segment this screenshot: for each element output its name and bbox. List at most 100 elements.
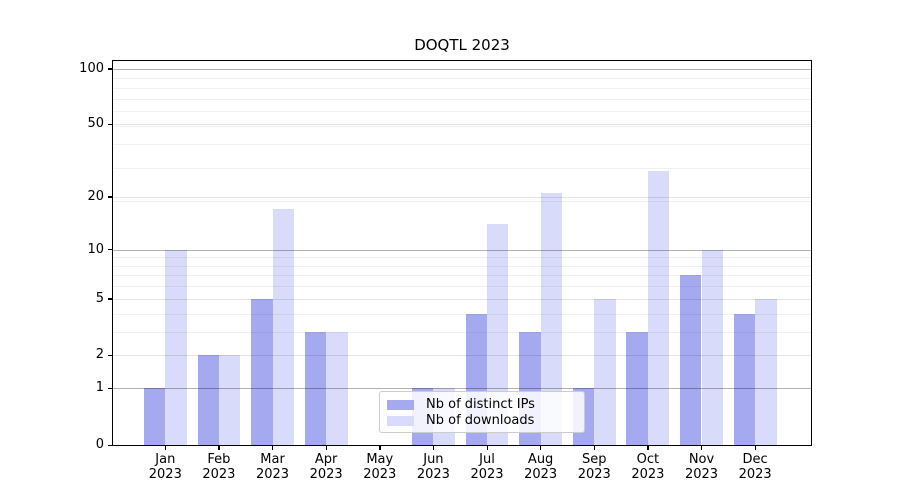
bar-downloads-oct bbox=[647, 170, 670, 445]
chart-title: DOQTL 2023 bbox=[414, 36, 510, 54]
x-tick-mark bbox=[486, 446, 488, 450]
major-gridline bbox=[113, 196, 811, 198]
x-tick-mark bbox=[754, 446, 756, 450]
legend-item: Nb of downloads bbox=[387, 413, 576, 428]
x-tick-year: 2023 bbox=[524, 467, 558, 482]
x-axis-tick-label: Jun 2023 bbox=[401, 452, 465, 482]
bar-distinct-ips-apr bbox=[304, 331, 327, 445]
bar-downloads-mar bbox=[272, 209, 294, 445]
x-tick-mark bbox=[325, 446, 327, 450]
y-tick-mark bbox=[108, 123, 112, 126]
x-tick-year: 2023 bbox=[738, 467, 772, 482]
x-tick-year: 2023 bbox=[684, 467, 719, 482]
bar-distinct-ips-feb bbox=[197, 355, 219, 445]
minor-gridline bbox=[113, 87, 811, 89]
y-axis-tick-label: 5 bbox=[95, 290, 104, 306]
decade-gridline bbox=[113, 249, 811, 251]
bar-downloads-sep bbox=[594, 298, 616, 445]
legend-item: Nb of distinct IPs bbox=[387, 397, 576, 412]
legend-label: Nb of distinct IPs bbox=[426, 397, 535, 412]
x-tick-mark bbox=[164, 446, 167, 450]
y-tick-mark bbox=[108, 298, 112, 300]
x-axis-tick-label: Oct 2023 bbox=[616, 452, 680, 482]
x-tick-year: 2023 bbox=[363, 467, 397, 482]
x-axis-tick-label: Dec 2023 bbox=[723, 452, 787, 482]
bar-downloads-aug bbox=[540, 193, 563, 445]
x-axis-tick-label: Aug 2023 bbox=[509, 452, 573, 482]
minor-gridline bbox=[113, 257, 811, 259]
decade-gridline bbox=[113, 388, 811, 390]
bar-distinct-ips-mar bbox=[251, 298, 273, 445]
x-tick-month: Jan bbox=[155, 452, 176, 467]
x-tick-month: May bbox=[366, 452, 394, 467]
y-tick-mark bbox=[108, 196, 112, 198]
x-tick-mark bbox=[272, 446, 274, 450]
x-tick-month: Feb bbox=[207, 452, 231, 467]
x-tick-mark bbox=[432, 446, 435, 450]
y-tick-mark bbox=[108, 249, 112, 251]
x-axis-tick-label: Jan 2023 bbox=[133, 452, 197, 482]
y-axis-tick-label: 20 bbox=[87, 188, 104, 204]
x-tick-year: 2023 bbox=[631, 467, 665, 482]
minor-gridline bbox=[113, 331, 811, 333]
bar-downloads-feb bbox=[218, 355, 241, 445]
minor-gridline bbox=[113, 200, 811, 202]
minor-gridline bbox=[113, 265, 811, 267]
y-tick-mark bbox=[108, 68, 112, 70]
x-tick-mark bbox=[593, 446, 596, 450]
y-axis-tick-label: 50 bbox=[87, 116, 104, 132]
x-tick-month: Sep bbox=[581, 452, 607, 467]
x-tick-mark bbox=[701, 446, 703, 450]
minor-gridline bbox=[113, 144, 811, 146]
x-axis-tick-label: Sep 2023 bbox=[562, 452, 626, 482]
minor-gridline bbox=[113, 275, 811, 277]
minor-gridline bbox=[113, 167, 811, 169]
x-tick-mark bbox=[647, 446, 649, 450]
y-axis-tick-label: 1 bbox=[95, 380, 104, 396]
x-axis-tick-label: Feb 2023 bbox=[187, 452, 251, 482]
y-axis-tick-label: 0 bbox=[95, 437, 104, 452]
minor-gridline bbox=[113, 78, 811, 80]
x-tick-mark bbox=[379, 446, 381, 450]
y-tick-mark bbox=[108, 354, 112, 357]
y-axis-tick-label: 100 bbox=[79, 60, 104, 76]
x-tick-month: Dec bbox=[742, 452, 768, 467]
x-tick-month: Nov bbox=[688, 452, 715, 467]
x-tick-month: Apr bbox=[314, 452, 338, 467]
bar-distinct-ips-jan bbox=[143, 388, 166, 445]
plot-area bbox=[113, 61, 811, 445]
x-axis-tick-label: Nov 2023 bbox=[670, 452, 734, 482]
minor-gridline bbox=[113, 126, 811, 128]
x-axis-tick-label: Mar 2023 bbox=[241, 452, 305, 482]
x-axis-tick-label: Jul 2023 bbox=[455, 452, 519, 482]
x-tick-month: Jun bbox=[423, 452, 444, 467]
y-axis-tick-label: 10 bbox=[87, 241, 104, 257]
x-tick-year: 2023 bbox=[470, 467, 504, 482]
x-tick-mark bbox=[218, 446, 220, 450]
y-tick-mark bbox=[108, 444, 112, 446]
x-tick-year: 2023 bbox=[416, 467, 450, 482]
major-gridline bbox=[113, 355, 811, 357]
major-gridline bbox=[113, 298, 811, 300]
x-tick-year: 2023 bbox=[309, 467, 343, 482]
x-axis-tick-label: Apr 2023 bbox=[294, 452, 358, 482]
legend-label: Nb of downloads bbox=[426, 413, 535, 428]
y-tick-mark bbox=[108, 387, 112, 390]
bar-distinct-ips-dec bbox=[733, 313, 756, 445]
minor-gridline bbox=[113, 286, 811, 288]
x-tick-month: Oct bbox=[636, 452, 660, 467]
minor-gridline bbox=[113, 111, 811, 113]
x-tick-month: Aug bbox=[527, 452, 554, 467]
legend-swatch-downloads bbox=[387, 415, 414, 426]
x-tick-month: Mar bbox=[260, 452, 285, 467]
x-tick-year: 2023 bbox=[577, 467, 611, 482]
x-tick-year: 2023 bbox=[255, 467, 290, 482]
major-gridline bbox=[113, 124, 811, 126]
x-axis-tick-label: May 2023 bbox=[348, 452, 412, 482]
y-axis-tick-label: 2 bbox=[95, 347, 104, 363]
x-tick-year: 2023 bbox=[148, 467, 182, 482]
bar-downloads-jul bbox=[487, 224, 509, 445]
legend-swatch-distinct-ips bbox=[387, 399, 414, 410]
minor-gridline bbox=[113, 313, 811, 315]
